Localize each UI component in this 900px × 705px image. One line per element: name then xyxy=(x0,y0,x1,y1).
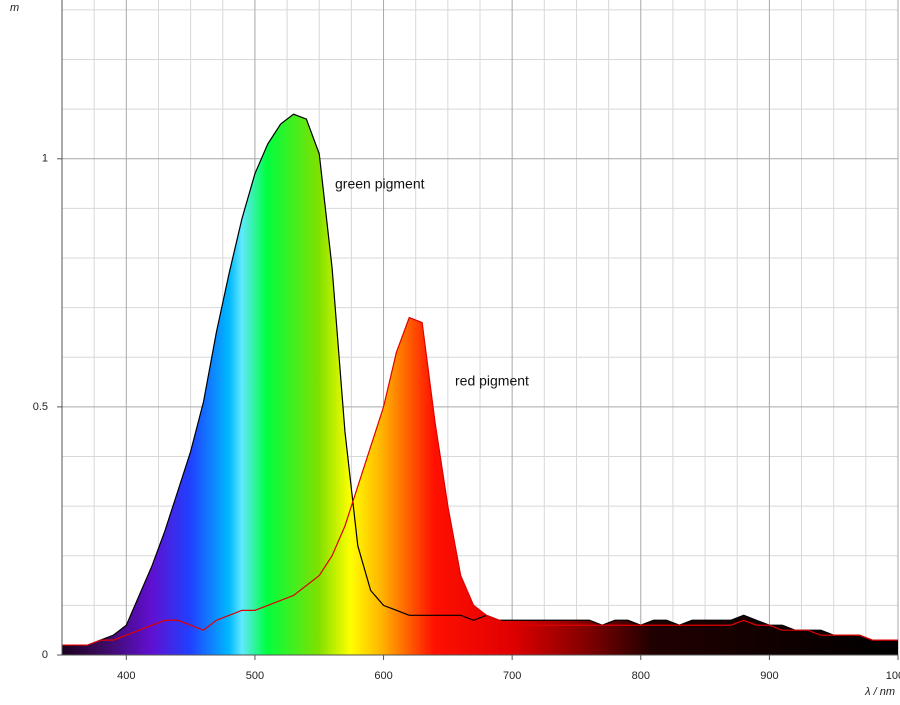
annotation: green pigment xyxy=(335,176,425,192)
annotation: red pigment xyxy=(455,373,529,389)
x-tick-label: 500 xyxy=(246,670,264,682)
y-tick-label: 0.5 xyxy=(33,401,48,413)
x-axis-label: λ / nm xyxy=(864,686,895,698)
y-tick-label: 1 xyxy=(42,153,48,165)
line xyxy=(62,113,898,646)
x-tick-label: 800 xyxy=(632,670,650,682)
x-tick-label: 900 xyxy=(760,670,778,682)
area xyxy=(62,114,898,655)
x-tick-label: 700 xyxy=(503,670,521,682)
line xyxy=(62,316,898,646)
x-tick-label: 400 xyxy=(117,670,135,682)
plot-area xyxy=(62,113,898,655)
x-tick-label: 600 xyxy=(374,670,392,682)
y-axis-label: m xyxy=(10,2,19,14)
y-tick-label: 0 xyxy=(42,649,48,661)
